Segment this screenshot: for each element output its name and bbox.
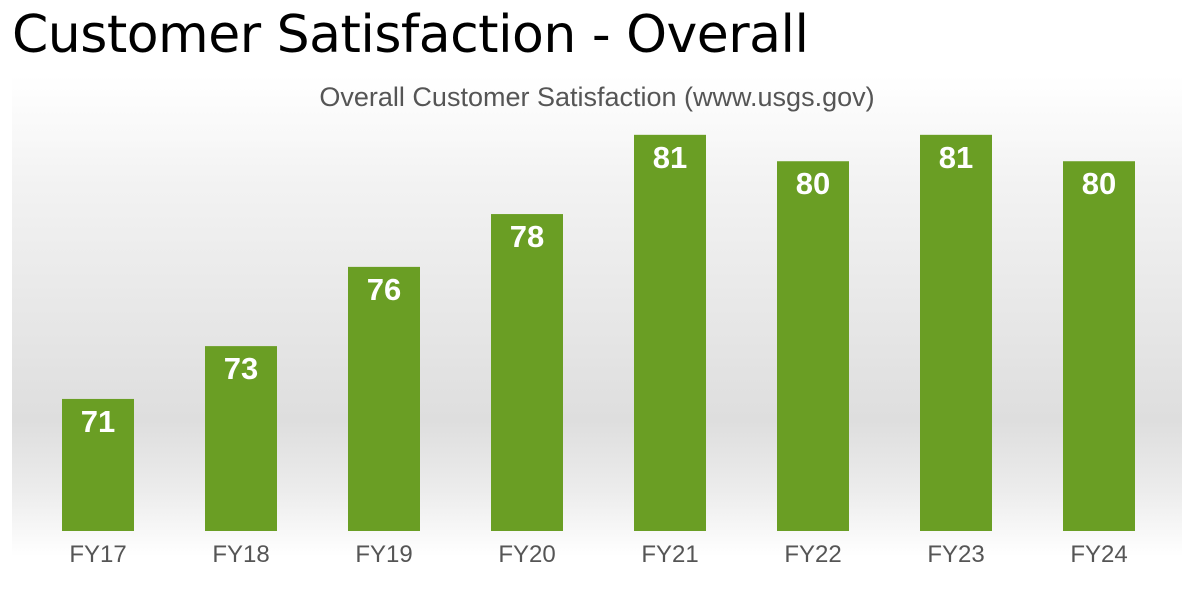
bar-fy24 [1063, 161, 1135, 531]
bar-fy23 [920, 134, 992, 531]
bar-value-label: 76 [367, 272, 401, 307]
bar-value-label: 73 [224, 351, 258, 386]
x-tick-label: FY24 [1070, 541, 1127, 568]
x-tick-label: FY19 [355, 541, 412, 568]
bar-value-label: 78 [510, 219, 544, 254]
bar-fy21 [634, 134, 706, 531]
bar-value-label: 81 [939, 140, 973, 175]
value-labels-layer: 71 73 76 78 81 80 81 80 [81, 140, 1116, 439]
x-tick-label: FY18 [212, 541, 269, 568]
bar-value-label: 71 [81, 404, 115, 439]
bar-fy18 [205, 346, 277, 531]
x-tick-label: FY21 [641, 541, 698, 568]
bars-layer [62, 134, 1135, 531]
x-tick-label: FY22 [784, 541, 841, 568]
x-tick-label: FY17 [69, 541, 126, 568]
bar-value-label: 80 [796, 166, 830, 201]
bar-value-label: 81 [653, 140, 687, 175]
bar-fy20 [491, 214, 563, 531]
bar-fy22 [777, 161, 849, 531]
x-tick-label: FY20 [498, 541, 555, 568]
bar-chart: Overall Customer Satisfaction (www.usgs.… [62, 82, 1135, 568]
bar-fy17 [62, 398, 134, 531]
chart-panel: Overall Customer Satisfaction (www.usgs.… [12, 76, 1182, 582]
chart-title: Overall Customer Satisfaction (www.usgs.… [319, 82, 874, 112]
bar-value-label: 80 [1082, 166, 1116, 201]
page-title: Customer Satisfaction - Overall [12, 5, 809, 65]
bar-fy19 [348, 266, 420, 531]
x-axis-ticks: FY17 FY18 FY19 FY20 FY21 FY22 FY23 FY24 [69, 541, 1127, 568]
x-tick-label: FY23 [927, 541, 984, 568]
